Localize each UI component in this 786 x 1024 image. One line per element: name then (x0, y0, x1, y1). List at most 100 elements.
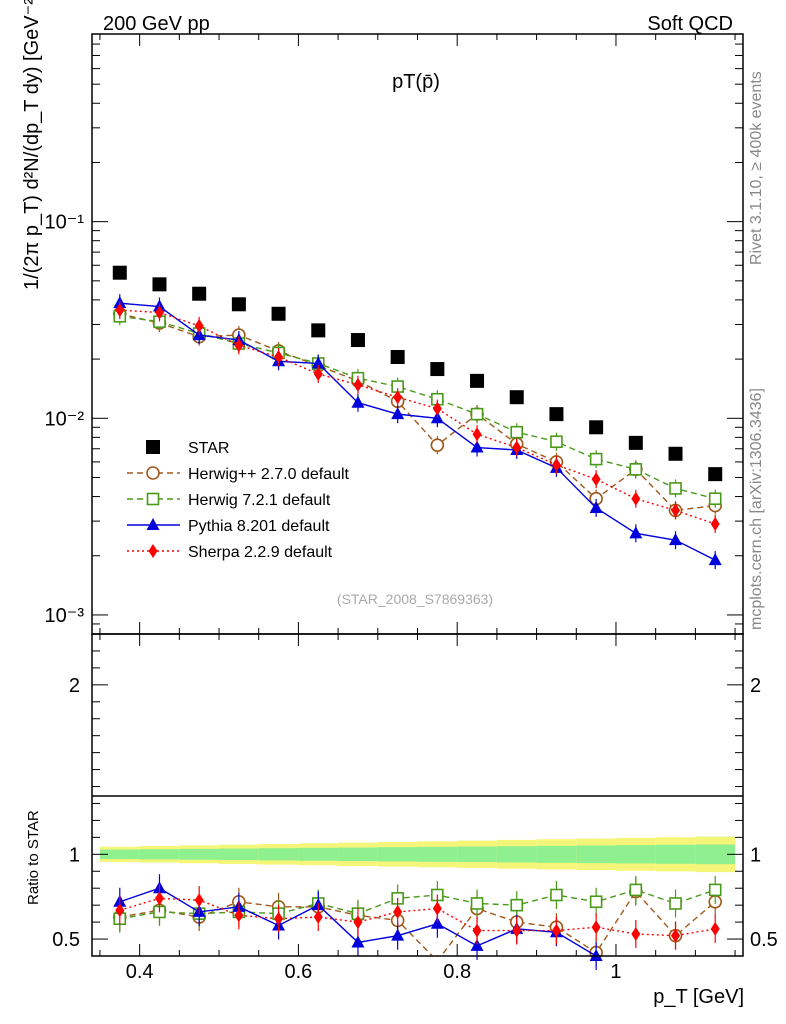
x-tick-label: 0.8 (443, 961, 471, 983)
data-point (353, 377, 363, 392)
ratio-point (313, 910, 323, 925)
ratio-point (669, 897, 682, 910)
y-tick-label: 10⁻³ (45, 605, 85, 627)
ratio-point (115, 903, 125, 918)
ratio-point (510, 898, 524, 912)
legend-label: Herwig 7.2.1 default (188, 492, 331, 509)
data-point (671, 503, 681, 518)
data-point (154, 305, 164, 320)
band-inner (576, 845, 616, 864)
data-point (629, 526, 643, 539)
x-axis-title: p_T [GeV] (653, 986, 744, 1008)
ratio-point (551, 923, 561, 938)
band-inner (377, 847, 418, 862)
y-tick-label: 10⁻¹ (45, 212, 85, 234)
legend-marker (148, 544, 158, 558)
rivet-label: Rivet 3.1.10, ≥ 400k events (748, 71, 765, 265)
y-axis-title: 1/(2π p_T) d²N/(dp_T dy) [GeV⁻²] (21, 0, 43, 290)
ratio-point (589, 949, 603, 961)
ratio-point (550, 888, 563, 902)
data-point (470, 407, 484, 421)
data-point (231, 297, 246, 312)
data-point (708, 492, 722, 506)
data-point (509, 390, 524, 405)
data-point (512, 440, 522, 455)
data-point (549, 407, 564, 422)
ratio-point (472, 923, 482, 938)
data-point (669, 482, 682, 495)
data-point (631, 491, 641, 506)
ratio-tick-label: 0.5 (52, 929, 80, 951)
ratio-uncertainty-band (99, 836, 736, 873)
ratio-point (671, 928, 681, 943)
legend-label: Herwig++ 2.7.0 default (188, 466, 350, 483)
data-point (472, 427, 482, 442)
data-point (152, 277, 167, 292)
data-point (669, 533, 683, 546)
band-inner (258, 848, 299, 861)
x-tick-label: 0.6 (285, 961, 313, 983)
legend-marker (146, 440, 160, 454)
data-point (708, 553, 722, 566)
data-point (234, 338, 244, 353)
band-inner (695, 844, 736, 865)
legend: STAR Herwig++ 2.7.0 default Herwig 7.2.1 d… (127, 440, 350, 561)
ratio-point (470, 897, 484, 910)
band-inner (655, 844, 696, 864)
data-point (311, 323, 326, 338)
x-tick-label: 1 (610, 961, 621, 983)
band-inner (615, 845, 656, 864)
main-series-group (112, 265, 723, 570)
series-line (119, 309, 716, 525)
legend-marker (146, 492, 160, 506)
data-point (115, 303, 125, 318)
data-point (274, 349, 284, 364)
data-point (390, 349, 405, 364)
data-point (591, 472, 601, 487)
ratio-line (119, 889, 716, 920)
data-point (430, 362, 445, 377)
data-point (470, 440, 484, 453)
ratio-point (512, 923, 522, 938)
data-point (470, 373, 485, 388)
band-inner (99, 849, 140, 860)
ratio-tick-label: 1 (69, 844, 80, 866)
series-line (119, 302, 716, 561)
ratio-point (430, 916, 444, 929)
ratio-point (194, 893, 204, 908)
data-point (271, 306, 286, 321)
axis-ticks: 0.4 0.6 0.8 1 10⁻³ 10⁻² 10⁻¹ 0.5 0.5 1 1 2 2 (45, 33, 778, 983)
band-inner (139, 849, 180, 860)
x-tick-label: 0.4 (126, 961, 154, 983)
data-point (430, 438, 445, 452)
series-line (119, 313, 716, 512)
ratio-point (234, 908, 244, 923)
ratio-series-group (112, 874, 723, 970)
band-inner (338, 847, 378, 862)
band-inner (298, 847, 339, 861)
data-point (112, 265, 127, 280)
plot-title: pT(p̄) (392, 71, 440, 93)
data-point (668, 446, 683, 461)
band-inner (457, 846, 497, 863)
ratio-point (470, 938, 484, 951)
ratio-axis-title: Ratio to STAR (25, 810, 42, 905)
data-point (311, 356, 325, 369)
y-tick-label: 10⁻² (45, 408, 85, 430)
data-point (313, 366, 323, 381)
data-point (589, 420, 604, 435)
data-point (510, 425, 524, 439)
energy-label: 200 GeV pp (103, 13, 210, 35)
data-point (393, 390, 403, 405)
ratio-tick-label-right: 1 (750, 844, 761, 866)
ratio-point (708, 883, 722, 897)
band-inner (179, 848, 220, 860)
ratio-panel-frame (91, 633, 744, 957)
data-point (551, 457, 561, 472)
ratio-point (391, 928, 405, 941)
legend-label: STAR (188, 440, 229, 457)
data-point (192, 286, 207, 301)
ratio-point (154, 891, 164, 906)
